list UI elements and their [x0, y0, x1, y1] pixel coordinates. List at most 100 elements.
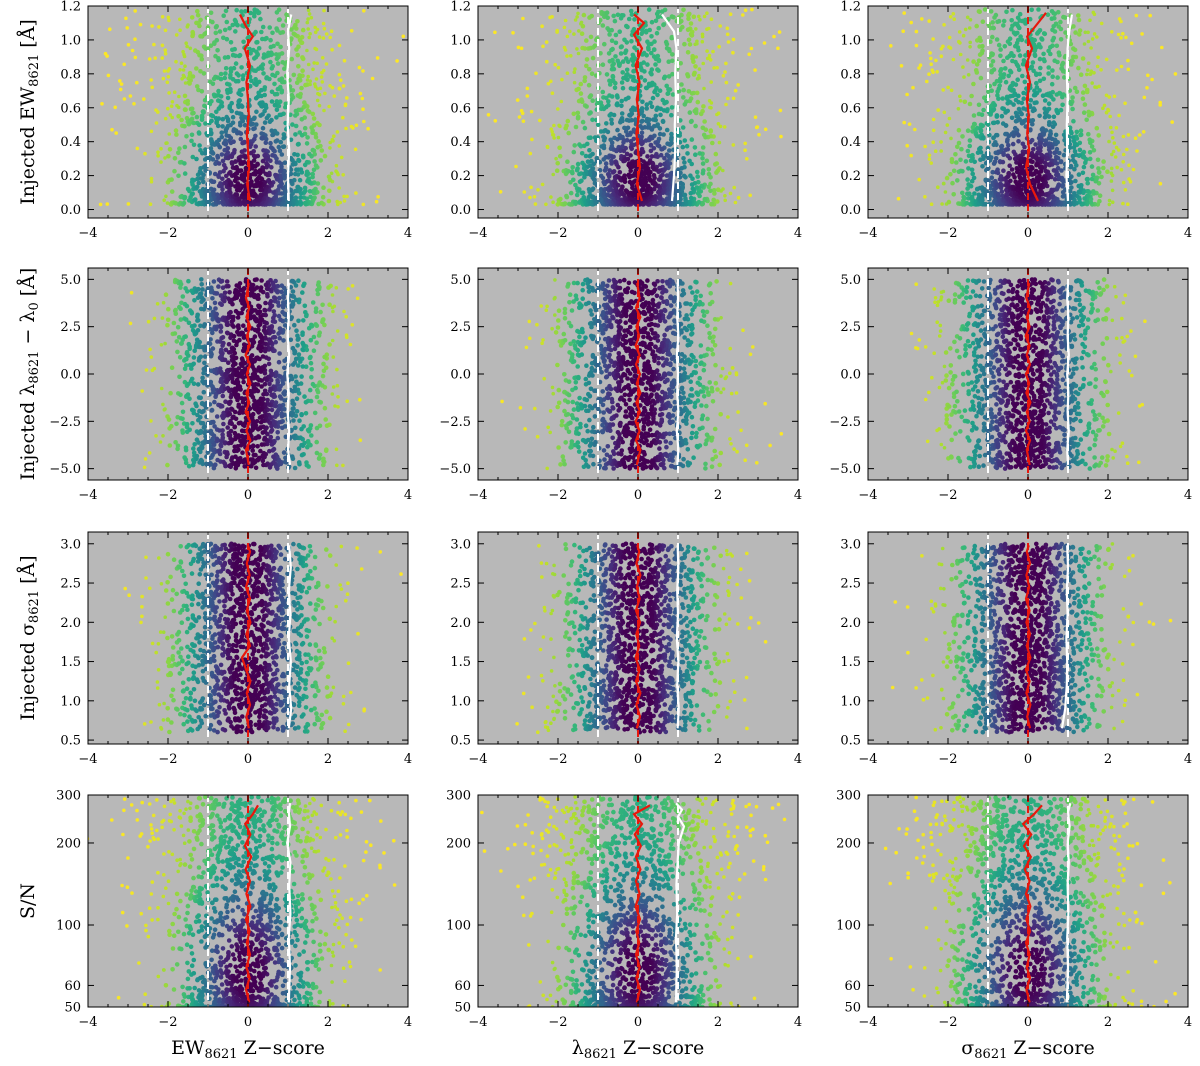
scatter-point	[172, 90, 177, 94]
scatter-point	[1062, 75, 1067, 80]
scatter-point	[261, 55, 267, 60]
scatter-point	[648, 148, 654, 154]
scatter-point	[303, 400, 309, 405]
scatter-point	[308, 32, 312, 36]
scatter-point	[965, 186, 970, 191]
scatter-point	[982, 7, 988, 12]
scatter-point	[328, 146, 332, 150]
scatter-point	[259, 103, 264, 109]
scatter-point	[974, 70, 980, 75]
scatter-point	[968, 183, 974, 189]
scatter-point	[1050, 38, 1055, 43]
scatter-point	[173, 307, 178, 313]
scatter-point	[655, 92, 660, 98]
scatter-point	[1028, 159, 1034, 164]
scatter-point	[931, 37, 935, 41]
scatter-point	[901, 29, 905, 33]
scatter-point	[931, 117, 936, 122]
scatter-point	[219, 152, 225, 157]
scatter-point	[174, 132, 179, 137]
scatter-point	[917, 66, 921, 70]
scatter-point	[681, 7, 686, 13]
scatter-point	[704, 158, 710, 164]
scatter-point	[1062, 137, 1067, 143]
scatter-point	[1042, 142, 1048, 147]
scatter-point	[309, 322, 314, 328]
scatter-point	[693, 64, 698, 69]
scatter-point	[927, 157, 932, 161]
scatter-point	[550, 91, 555, 95]
scatter-point	[628, 153, 633, 158]
scatter-point	[310, 130, 315, 135]
scatter-point	[1000, 159, 1006, 165]
scatter-point	[179, 400, 185, 406]
scatter-point	[189, 311, 195, 316]
scatter-point	[178, 17, 182, 22]
scatter-point	[1056, 176, 1061, 182]
scatter-point	[925, 79, 929, 84]
running-std-line	[1065, 14, 1074, 202]
scatter-point	[1126, 58, 1130, 63]
scatter-point	[335, 130, 340, 134]
scatter-point	[1027, 16, 1033, 22]
scatter-point	[189, 132, 195, 138]
scatter-point	[1142, 95, 1147, 100]
scatter-point	[557, 153, 563, 159]
scatter-point	[669, 131, 674, 137]
scatter-point	[1101, 159, 1106, 164]
scatter-point	[315, 287, 320, 293]
scatter-point	[216, 161, 222, 166]
scatter-point	[988, 9, 994, 14]
scatter-point	[1097, 193, 1103, 198]
scatter-point	[728, 12, 733, 16]
scatter-point	[177, 146, 182, 151]
scatter-point	[1071, 118, 1076, 124]
scatter-point	[700, 161, 706, 166]
scatter-point	[586, 82, 592, 88]
scatter-point	[899, 64, 904, 68]
scatter-point	[669, 35, 674, 41]
scatter-point	[977, 9, 982, 15]
scatter-point	[668, 174, 673, 179]
scatter-point	[249, 78, 254, 83]
scatter-point	[346, 287, 351, 291]
scatter-point	[178, 28, 182, 32]
scatter-point	[1062, 54, 1068, 60]
scatter-point	[264, 115, 270, 121]
scatter-point	[303, 310, 308, 315]
scatter-point	[564, 194, 570, 200]
scatter-point	[606, 174, 612, 179]
x-tick-label: 4	[404, 226, 412, 241]
scatter-point	[763, 127, 768, 132]
scatter-point	[323, 417, 329, 422]
scatter-point	[609, 117, 614, 123]
scatter-point	[307, 355, 313, 361]
scatter-point	[300, 364, 306, 369]
scatter-point	[1110, 130, 1114, 135]
scatter-point	[670, 92, 676, 97]
scatter-point	[304, 313, 309, 319]
scatter-point	[695, 77, 700, 81]
scatter-point	[163, 407, 167, 411]
scatter-point	[929, 62, 933, 66]
scatter-point	[354, 191, 358, 195]
scatter-point	[336, 395, 340, 399]
scatter-point	[225, 95, 231, 101]
scatter-point	[943, 190, 948, 194]
scatter-point	[613, 32, 619, 38]
y-tick-label: 0.8	[450, 67, 471, 82]
scatter-point	[1088, 18, 1092, 23]
scatter-point	[996, 96, 1001, 101]
scatter-point	[276, 17, 282, 23]
scatter-point	[972, 121, 977, 127]
scatter-point	[1096, 181, 1102, 186]
scatter-point	[697, 67, 702, 71]
scatter-point	[260, 36, 265, 42]
scatter-point	[954, 160, 959, 165]
scatter-point	[999, 189, 1005, 194]
scatter-point	[625, 24, 630, 30]
scatter-point	[652, 89, 657, 95]
scatter-point	[709, 80, 713, 84]
scatter-point	[182, 75, 187, 79]
scatter-point	[620, 70, 625, 75]
